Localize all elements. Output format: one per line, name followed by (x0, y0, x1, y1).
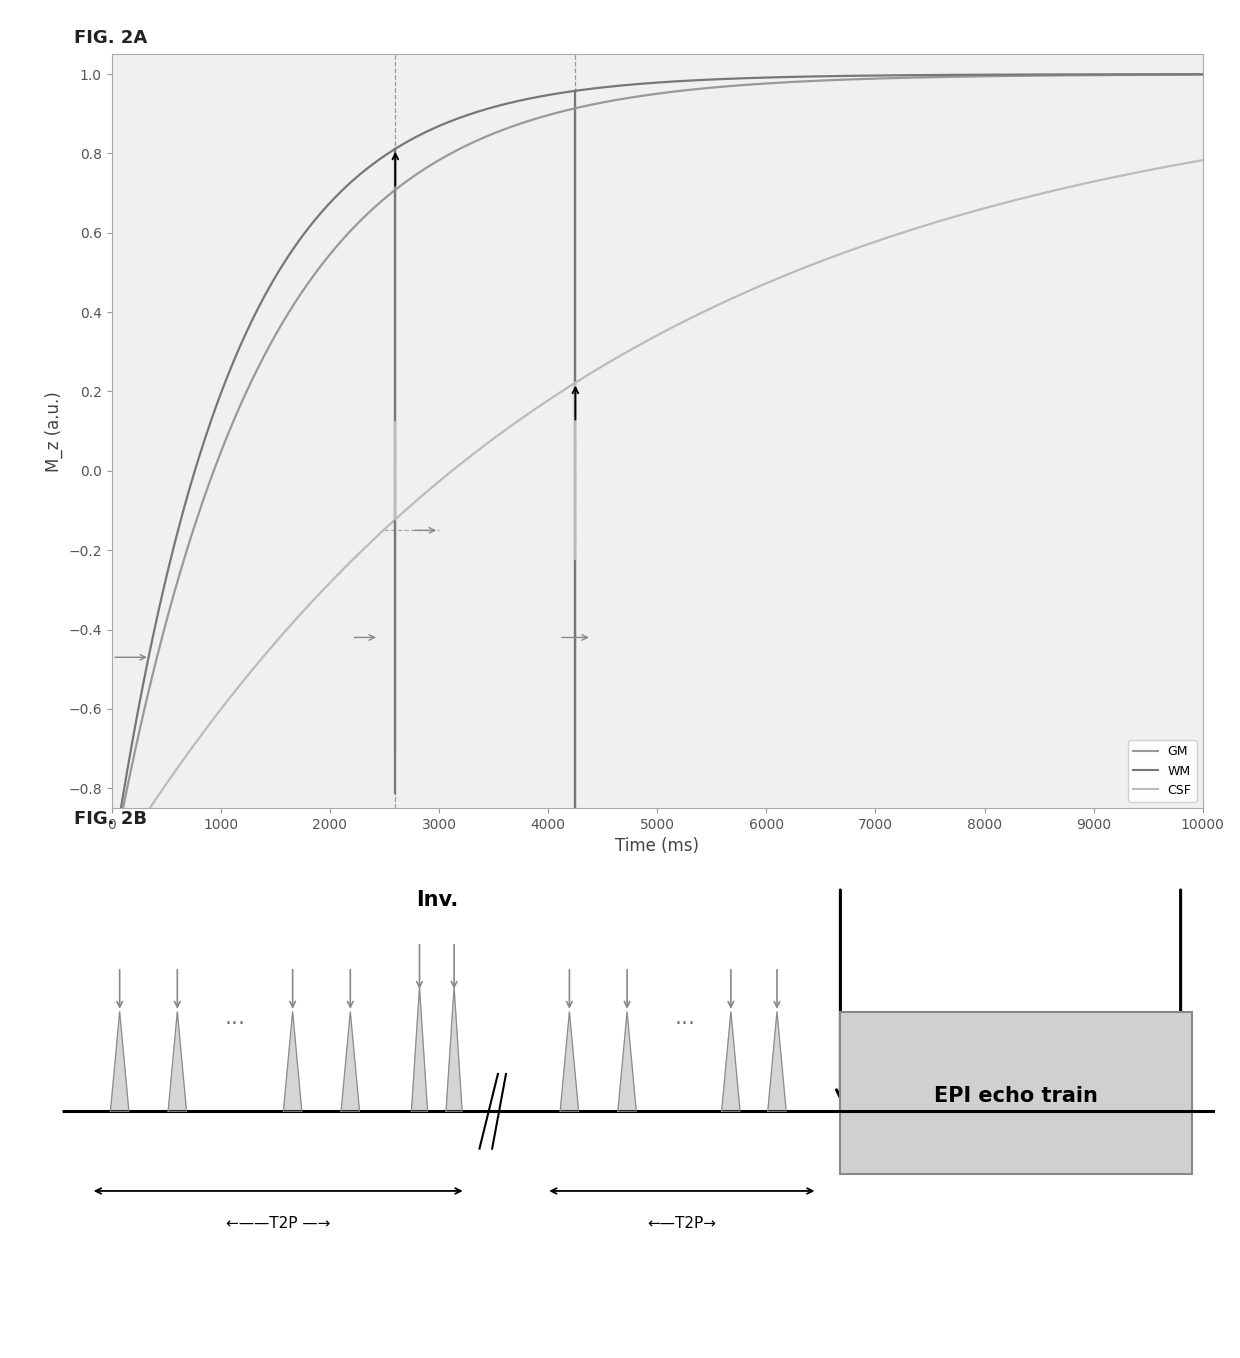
X-axis label: Time (ms): Time (ms) (615, 838, 699, 856)
Text: EPI echo train: EPI echo train (934, 1086, 1097, 1107)
Y-axis label: M_z (a.u.): M_z (a.u.) (45, 391, 63, 471)
Text: Inv.: Inv. (415, 889, 458, 910)
Polygon shape (284, 1012, 301, 1111)
Polygon shape (169, 1012, 186, 1111)
Polygon shape (560, 1012, 579, 1111)
Polygon shape (341, 1012, 360, 1111)
Text: ←—T2P→: ←—T2P→ (647, 1215, 717, 1230)
Polygon shape (618, 1012, 636, 1111)
Polygon shape (722, 1012, 740, 1111)
Polygon shape (110, 1012, 129, 1111)
Polygon shape (768, 1012, 786, 1111)
Bar (841, 1012, 1192, 1173)
Polygon shape (446, 987, 463, 1111)
Text: FIG. 2B: FIG. 2B (74, 811, 148, 828)
Text: ←——T2P —→: ←——T2P —→ (226, 1215, 330, 1230)
Polygon shape (412, 987, 428, 1111)
Text: FIG. 2A: FIG. 2A (74, 30, 148, 48)
Text: ···: ··· (224, 1014, 246, 1035)
Legend: GM, WM, CSF: GM, WM, CSF (1127, 740, 1197, 801)
Text: ···: ··· (675, 1014, 696, 1035)
